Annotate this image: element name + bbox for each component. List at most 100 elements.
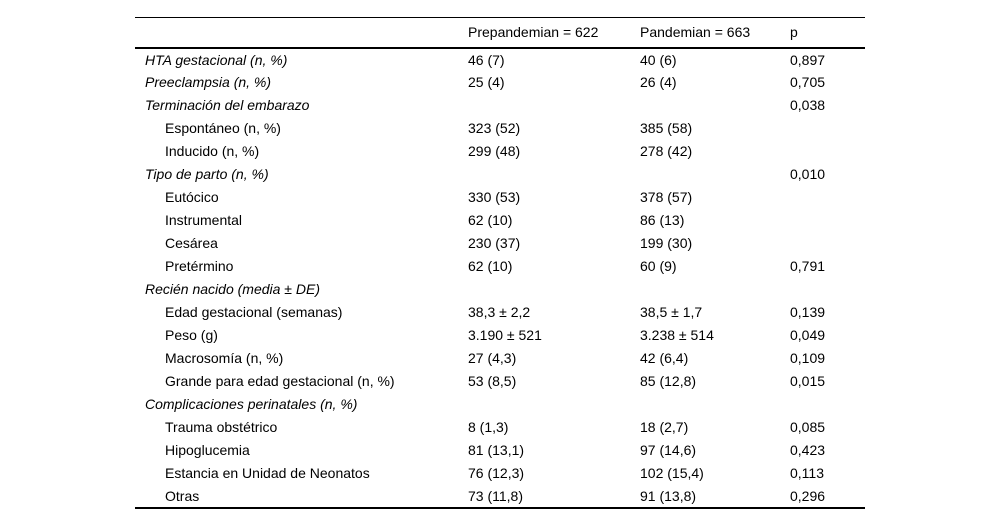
cell-pandemic	[640, 163, 790, 186]
cell-pandemic: 378 (57)	[640, 189, 693, 205]
row-label: Peso (g)	[165, 327, 218, 343]
cell-prepandemic	[468, 163, 640, 186]
cell-pandemic: 3.238 ± 514	[640, 327, 714, 343]
header-row: Prepandemian = 622 Pandemian = 663 p	[135, 18, 865, 48]
cell-p-value: 0,791	[790, 258, 826, 274]
cell-pandemic	[640, 278, 790, 301]
table-row: Tipo de parto (n, %) 0,010	[135, 163, 865, 186]
cell-pandemic: 86 (13)	[640, 212, 685, 228]
table-row: Trauma obstétrico 8 (1,3) 18 (2,7) 0,085	[135, 416, 865, 439]
cell-p-value	[790, 393, 865, 416]
row-label: Hipoglucemia	[165, 442, 250, 458]
table-row: Edad gestacional (semanas) 38,3 ± 2,2 38,5…	[135, 301, 865, 324]
row-label: Terminación del embarazo	[145, 97, 310, 113]
row-label: Pretérmino	[165, 258, 234, 274]
cell-pandemic: 102 (15,4)	[640, 465, 704, 481]
table-row: Preeclampsia (n, %) 25 (4) 26 (4) 0,705	[135, 71, 865, 94]
table-row: Eutócico 330 (53) 378 (57)	[135, 186, 865, 209]
header-p-value: p	[790, 24, 798, 41]
cell-p-value: 0,705	[790, 74, 826, 90]
cell-pandemic: 26 (4)	[640, 74, 677, 90]
table-row: Instrumental 62 (10) 86 (13)	[135, 209, 865, 232]
cell-prepandemic: 25 (4)	[468, 74, 505, 90]
row-label: Otras	[165, 487, 200, 504]
cell-pandemic: 91 (13,8)	[640, 487, 697, 504]
cell-p-value: 0,296	[790, 487, 826, 504]
cell-pandemic	[640, 94, 790, 117]
cell-p-value: 0,049	[790, 327, 826, 343]
row-label: Edad gestacional (semanas)	[165, 304, 343, 320]
row-label: HTA gestacional (n, %)	[145, 51, 288, 68]
table-row: Macrosomía (n, %) 27 (4,3) 42 (6,4) 0,109	[135, 347, 865, 370]
table-header: Prepandemian = 622 Pandemian = 663 p	[135, 18, 865, 48]
table-row: Inducido (n, %) 299 (48) 278 (42)	[135, 140, 865, 163]
cell-prepandemic: 62 (10)	[468, 258, 513, 274]
table-row: Cesárea 230 (37) 199 (30)	[135, 232, 865, 255]
outcomes-table-container: Prepandemian = 622 Pandemian = 663 p HTA…	[135, 17, 865, 509]
perinatal-outcomes-table: Prepandemian = 622 Pandemian = 663 p HTA…	[135, 17, 865, 509]
header-variable	[135, 18, 468, 48]
cell-pandemic: 199 (30)	[640, 235, 693, 251]
cell-prepandemic: 81 (13,1)	[468, 442, 525, 458]
table-row: Terminación del embarazo 0,038	[135, 94, 865, 117]
cell-prepandemic: 38,3 ± 2,2	[468, 304, 531, 320]
cell-prepandemic: 230 (37)	[468, 235, 521, 251]
cell-prepandemic: 73 (11,8)	[468, 487, 523, 504]
cell-p-value	[790, 209, 865, 232]
row-label: Macrosomía (n, %)	[165, 350, 284, 366]
cell-p-value: 0,085	[790, 419, 826, 435]
cell-prepandemic: 76 (12,3)	[468, 465, 525, 481]
row-label: Complicaciones perinatales (n, %)	[145, 396, 358, 412]
cell-prepandemic: 8 (1,3)	[468, 419, 509, 435]
cell-pandemic: 40 (6)	[640, 51, 677, 68]
row-label: Inducido (n, %)	[165, 143, 260, 159]
header-pandemic: Pandemian = 663	[640, 24, 751, 41]
table-row: Peso (g) 3.190 ± 521 3.238 ± 514 0,049	[135, 324, 865, 347]
table-row: Grande para edad gestacional (n, %) 53 (8…	[135, 370, 865, 393]
table-row: Hipoglucemia 81 (13,1) 97 (14,6) 0,423	[135, 439, 865, 462]
row-label: Espontáneo (n, %)	[165, 120, 281, 136]
cell-prepandemic: 299 (48)	[468, 143, 521, 159]
row-label: Recién nacido (media ± DE)	[145, 281, 320, 297]
cell-p-value: 0,423	[790, 442, 826, 458]
cell-prepandemic: 330 (53)	[468, 189, 521, 205]
row-label: Grande para edad gestacional (n, %)	[165, 373, 395, 389]
cell-pandemic: 385 (58)	[640, 120, 693, 136]
row-label: Instrumental	[165, 212, 243, 228]
cell-pandemic: 18 (2,7)	[640, 419, 689, 435]
table-row: Pretérmino 62 (10) 60 (9) 0,791	[135, 255, 865, 278]
cell-p-value: 0,113	[790, 465, 824, 481]
row-label: Eutócico	[165, 189, 219, 205]
cell-pandemic: 278 (42)	[640, 143, 693, 159]
table-row: Recién nacido (media ± DE)	[135, 278, 865, 301]
cell-prepandemic: 62 (10)	[468, 212, 513, 228]
table-row: Otras 73 (11,8) 91 (13,8) 0,296	[135, 485, 865, 508]
cell-prepandemic: 27 (4,3)	[468, 350, 517, 366]
table-row: Espontáneo (n, %) 323 (52) 385 (58)	[135, 117, 865, 140]
table-row: HTA gestacional (n, %) 46 (7) 40 (6) 0,897	[135, 48, 865, 71]
table-row: Estancia en Unidad de Neonatos 76 (12,3) 1…	[135, 462, 865, 485]
row-label: Preeclampsia (n, %)	[145, 74, 272, 90]
cell-p-value	[790, 140, 865, 163]
cell-pandemic: 85 (12,8)	[640, 373, 697, 389]
row-label: Cesárea	[165, 235, 218, 251]
header-prepandemic: Prepandemian = 622	[468, 24, 599, 41]
cell-prepandemic: 323 (52)	[468, 120, 521, 136]
cell-p-value	[790, 117, 865, 140]
cell-p-value: 0,038	[790, 97, 826, 113]
cell-p-value: 0,109	[790, 350, 826, 366]
cell-p-value	[790, 278, 865, 301]
cell-p-value: 0,015	[790, 373, 826, 389]
cell-pandemic: 97 (14,6)	[640, 442, 697, 458]
cell-p-value: 0,010	[790, 166, 826, 182]
cell-p-value: 0,139	[790, 304, 826, 320]
cell-pandemic	[640, 393, 790, 416]
cell-pandemic: 38,5 ± 1,7	[640, 304, 703, 320]
cell-prepandemic	[468, 393, 640, 416]
row-label: Estancia en Unidad de Neonatos	[165, 465, 370, 481]
cell-p-value	[790, 232, 865, 255]
cell-pandemic: 42 (6,4)	[640, 350, 689, 366]
cell-prepandemic	[468, 278, 640, 301]
table-body: HTA gestacional (n, %) 46 (7) 40 (6) 0,897 P…	[135, 48, 865, 508]
cell-pandemic: 60 (9)	[640, 258, 677, 274]
